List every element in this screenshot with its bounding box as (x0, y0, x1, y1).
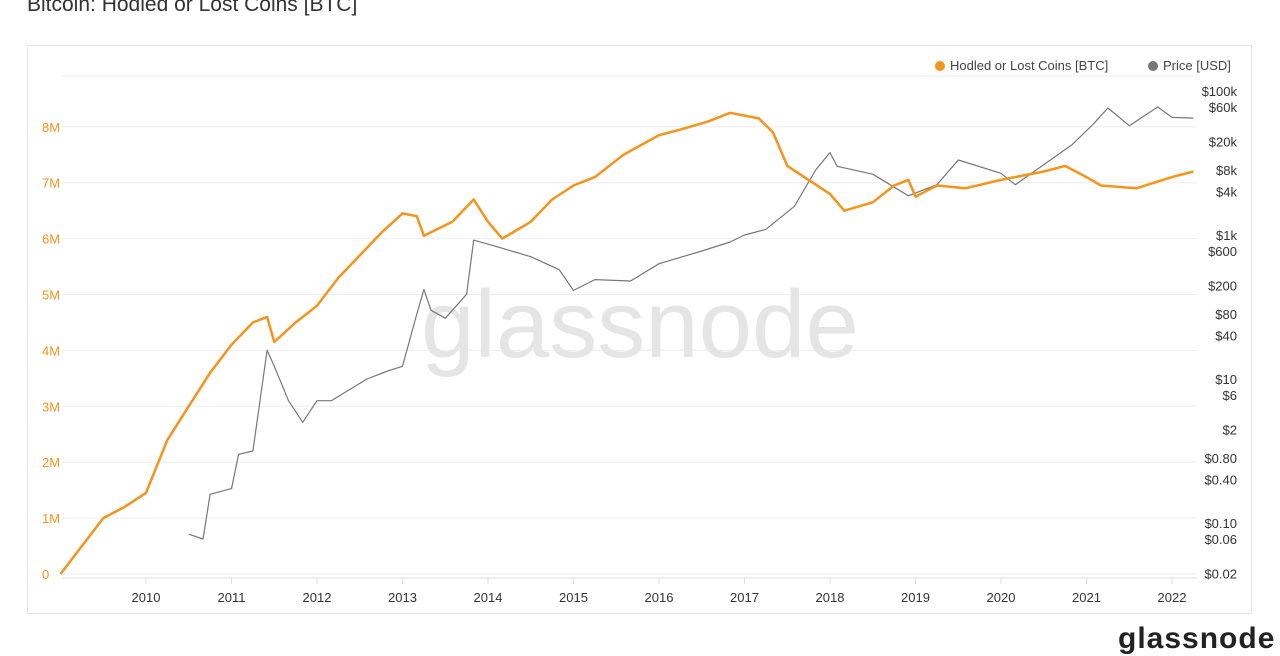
x-tick-label: 2014 (474, 590, 503, 605)
legend-label: Hodled or Lost Coins [BTC] (950, 58, 1109, 73)
x-tick-label: 2018 (816, 590, 845, 605)
legend-dot-icon (1148, 60, 1158, 71)
glassnode-logo: glassnode (1118, 622, 1276, 655)
x-tick-label: 2022 (1158, 590, 1187, 605)
y-right-tick-label: $0.06 (1204, 532, 1237, 547)
y-left-tick-label: 7M (42, 176, 60, 191)
legend-item-price[interactable]: Price [USD] (1148, 58, 1231, 73)
y-right-tick-label: $6 (1223, 388, 1237, 403)
chart: 01M2M3M4M5M6M7M8M$100k$60k$20k$8k$4k$1k$… (42, 75, 1238, 605)
y-right-tick-label: $0.40 (1204, 473, 1237, 488)
y-right-tick-label: $0.10 (1204, 516, 1237, 531)
y-right-tick-label: $4k (1216, 185, 1237, 200)
x-tick-label: 2011 (218, 590, 246, 605)
page-title: Bitcoin: Hodled or Lost Coins [BTC] (27, 0, 358, 16)
y-left-tick-label: 3M (42, 399, 60, 414)
x-tick-label: 2019 (901, 590, 930, 605)
legend-label: Price [USD] (1163, 58, 1231, 73)
y-right-tick-label: $0.02 (1204, 566, 1237, 581)
y-right-tick-label: $80 (1215, 307, 1237, 322)
y-left-tick-label: 1M (42, 511, 60, 526)
y-right-tick-label: $200 (1208, 278, 1237, 293)
y-right-tick-label: $1k (1216, 228, 1237, 243)
y-left-tick-label: 8M (42, 120, 60, 135)
x-tick-label: 2015 (559, 590, 588, 605)
legend-item-hodled[interactable]: Hodled or Lost Coins [BTC] (935, 58, 1108, 73)
x-tick-label: 2013 (388, 590, 417, 605)
y-right-tick-label: $8k (1216, 163, 1237, 178)
x-tick-label: 2016 (645, 590, 674, 605)
y-left-tick-label: 0 (42, 567, 49, 582)
x-tick-label: 2010 (132, 590, 161, 605)
y-right-tick-label: $40 (1215, 329, 1237, 344)
watermark: glassnode (421, 271, 859, 378)
y-left-tick-label: 4M (42, 343, 60, 358)
legend-dot-icon (935, 60, 945, 71)
x-tick-label: 2012 (303, 590, 332, 605)
chart-frame (27, 45, 1252, 614)
x-tick-label: 2021 (1072, 590, 1101, 605)
y-left-tick-label: 5M (42, 288, 60, 303)
y-right-tick-label: $20k (1209, 134, 1238, 149)
y-left-tick-label: 6M (42, 232, 60, 247)
y-right-tick-label: $10 (1215, 372, 1237, 387)
price-line (188, 106, 1194, 540)
y-right-tick-label: $2 (1223, 422, 1237, 437)
x-tick-label: 2020 (987, 590, 1016, 605)
y-right-tick-label: $600 (1208, 244, 1237, 259)
y-left-tick-label: 2M (42, 455, 60, 470)
x-tick-label: 2017 (730, 590, 759, 605)
y-right-tick-label: $100k (1202, 84, 1238, 99)
y-right-tick-label: $60k (1209, 100, 1238, 115)
hodled-coins-line (59, 111, 1194, 575)
y-right-tick-label: $0.80 (1204, 451, 1237, 466)
